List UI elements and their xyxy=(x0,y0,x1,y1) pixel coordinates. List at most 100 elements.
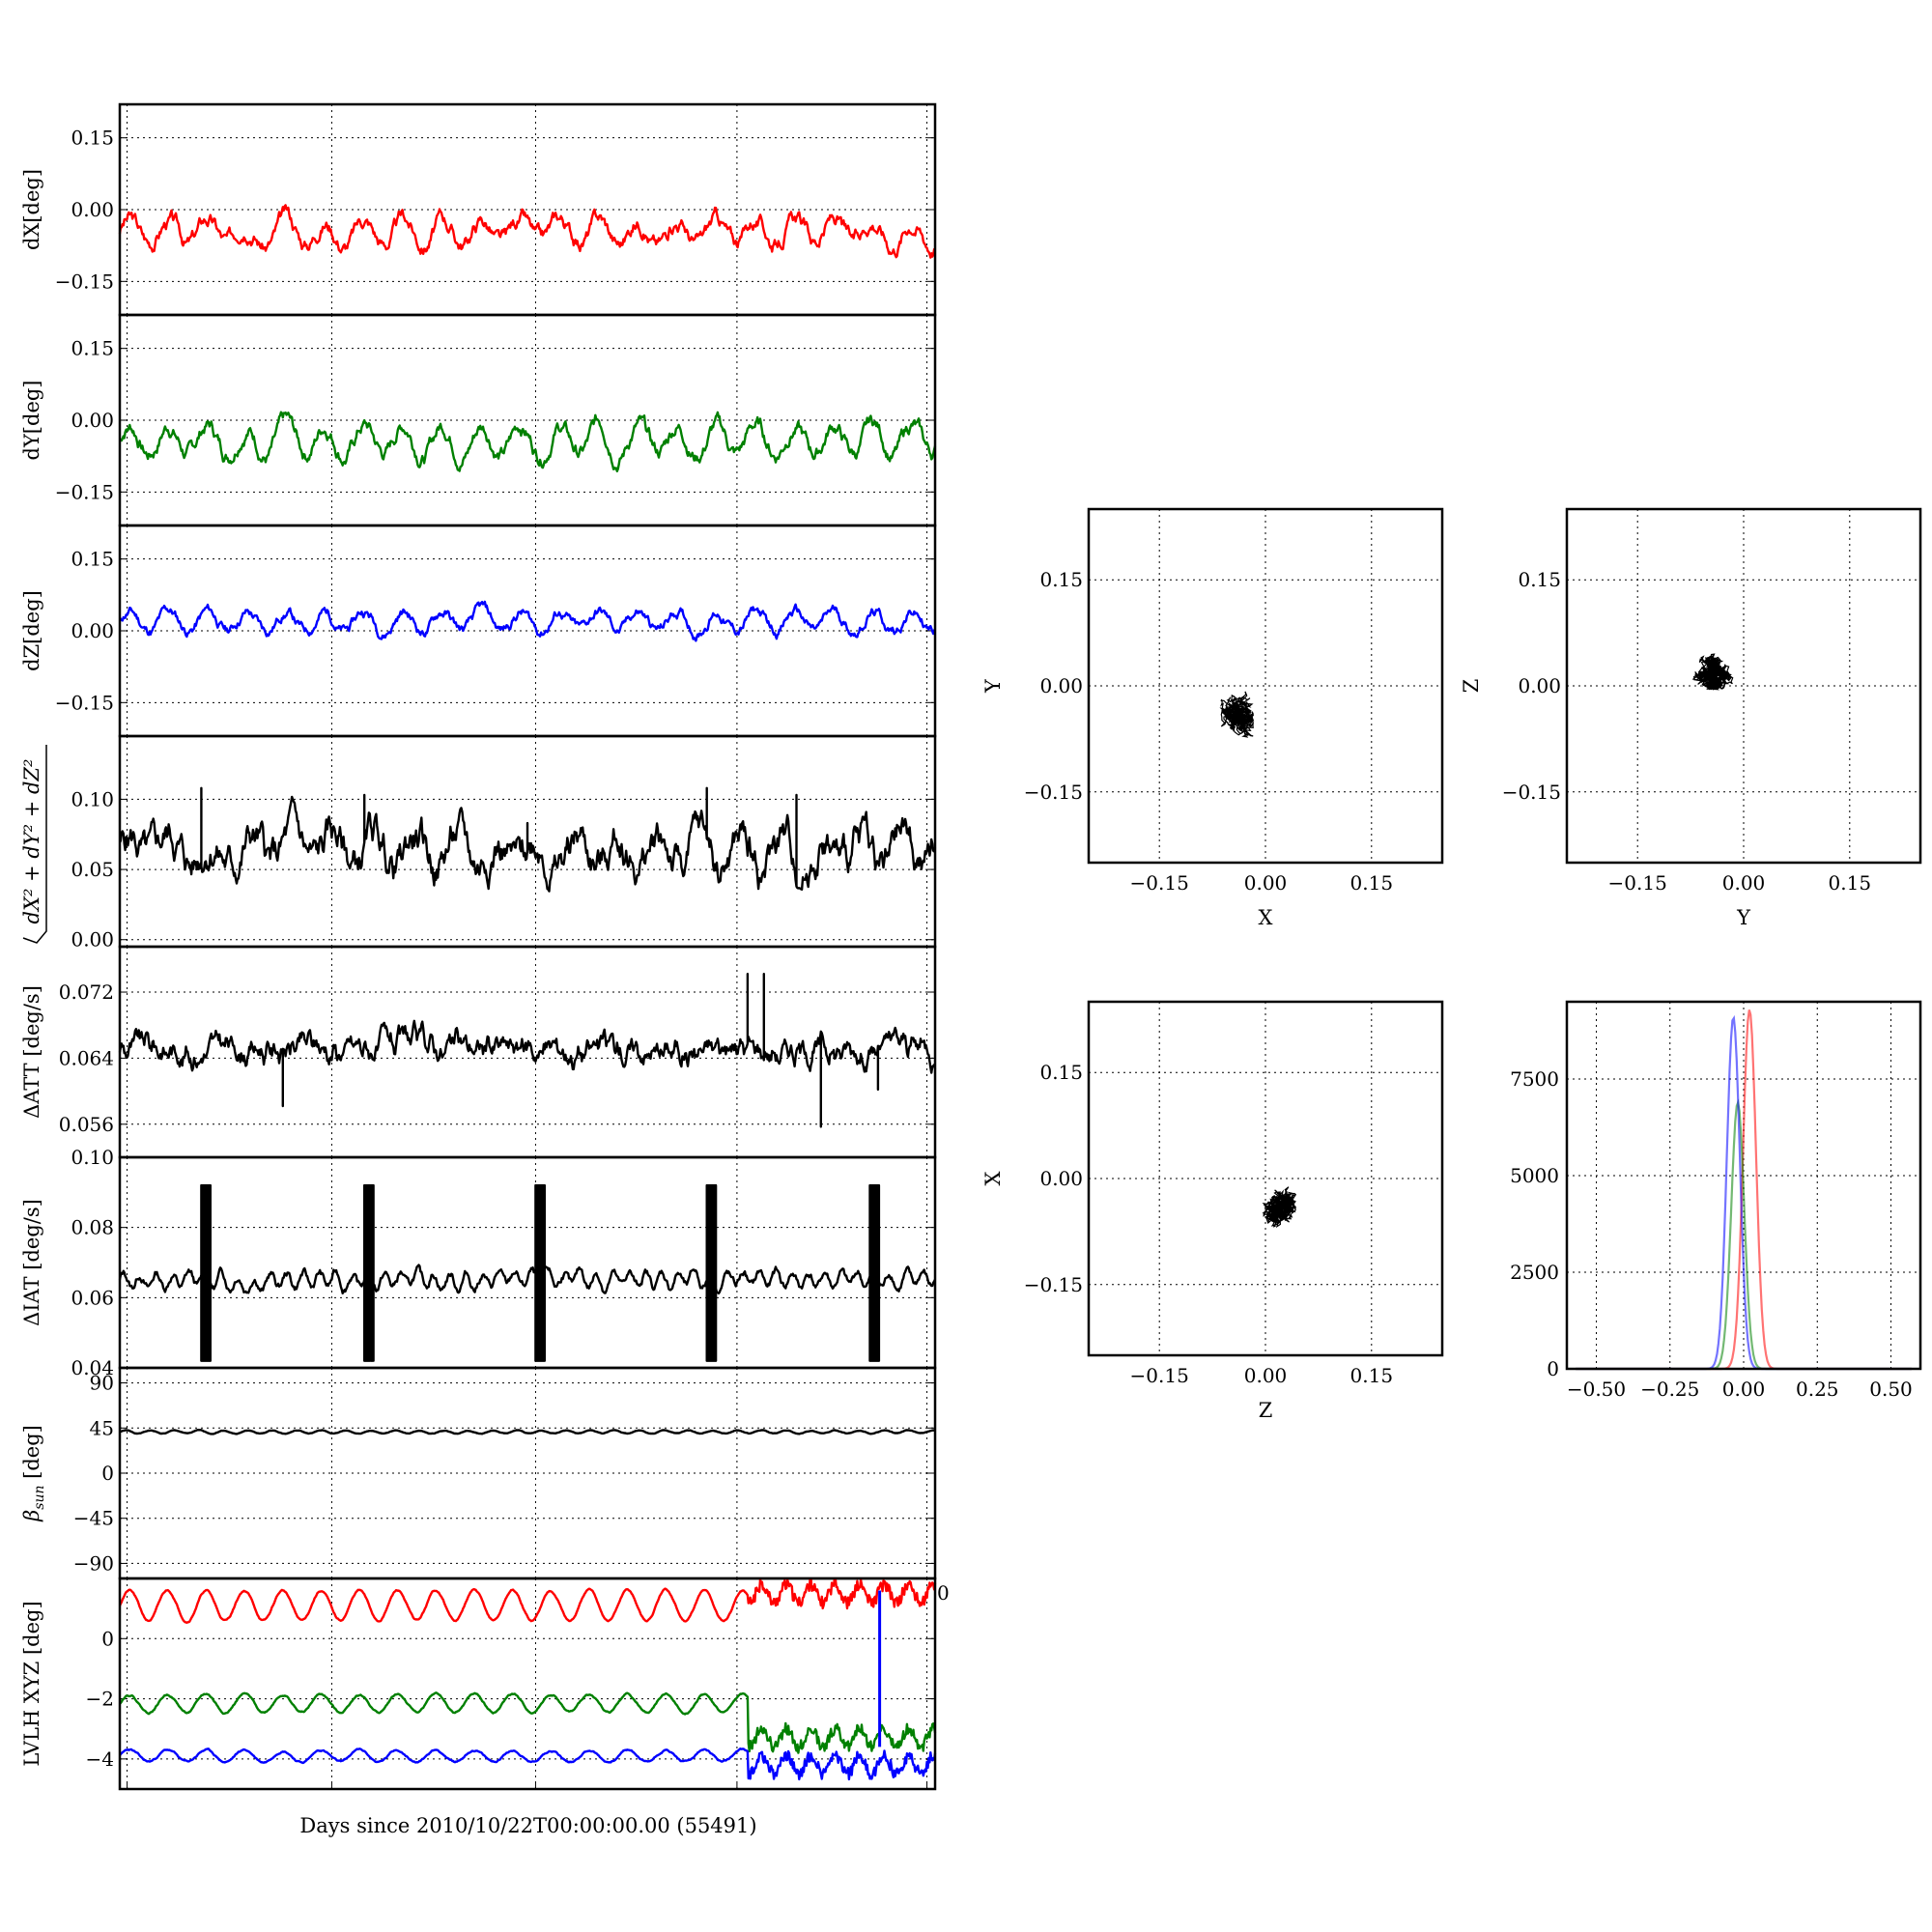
y-tick-label: 90 xyxy=(90,1372,114,1395)
extra-tick-label: 0 xyxy=(937,1581,950,1605)
panel-dx: −0.15 0.00 0.15 dX[deg] xyxy=(20,102,937,317)
y-tick-label: 0.064 xyxy=(59,1046,114,1069)
panel-frame xyxy=(1565,1000,1922,1371)
series-line-att-0 xyxy=(118,973,937,1128)
x-tick-label: −0.25 xyxy=(1640,1378,1699,1401)
x-tick-label: −0.15 xyxy=(1130,1364,1189,1387)
x-tick-label: 0.00 xyxy=(1244,871,1288,895)
y-tick-label: 0.00 xyxy=(1518,674,1561,697)
y-tick-label: 7500 xyxy=(1510,1067,1559,1091)
panel-dz: −0.15 0.00 0.15 dZ[deg] xyxy=(20,524,937,738)
y-tick-label: −0.15 xyxy=(55,480,114,503)
panel-frame xyxy=(118,1155,937,1370)
y-axis-label: βsun [deg] xyxy=(20,1425,47,1522)
y-axis-label: Z xyxy=(1460,679,1483,694)
y-tick-label: 5000 xyxy=(1510,1164,1559,1187)
y-tick-label: 0.06 xyxy=(71,1286,114,1309)
series-line-lvlh-0 xyxy=(118,1577,937,1624)
y-tick-label: −2 xyxy=(86,1688,114,1711)
y-tick-label: 0.15 xyxy=(71,127,114,150)
scatter-panel-yz: −0.15 −0.15 0.00 0.00 0.15 0.15 Y Z xyxy=(1460,507,1922,929)
scatter-trace-zx xyxy=(1262,1186,1297,1229)
histogram-panel: −0.50 −0.25 0.00 0.25 0.50 0 2500 5000 7500 xyxy=(1510,1000,1922,1401)
panel-att: 0.056 0.064 0.072 ΔATT [deg/s] xyxy=(20,945,937,1159)
panel-frame xyxy=(1565,507,1922,865)
scatter-and-histogram-panels: −0.15 −0.15 0.00 0.00 0.15 0.15 X Y −0.15 −0.15 0.… xyxy=(981,507,1922,1422)
y-tick-label: 45 xyxy=(90,1416,114,1439)
time-axis-label: Days since 2010/10/22T00:00:00.00 (55491… xyxy=(299,1814,756,1837)
y-tick-label: −0.15 xyxy=(1024,1273,1083,1296)
y-axis-label: dX[deg] xyxy=(20,169,43,250)
y-tick-label: 0.00 xyxy=(1039,674,1083,697)
y-axis-label: ΔATT [deg/s] xyxy=(20,985,43,1119)
y-tick-label: 0 xyxy=(101,1462,114,1485)
y-tick-label: 0 xyxy=(101,1627,114,1650)
series-line-tot-0 xyxy=(118,786,937,893)
y-tick-label: 0.056 xyxy=(59,1113,114,1136)
y-tick-label: 0.00 xyxy=(71,928,114,952)
x-tick-label: 0.00 xyxy=(1722,871,1766,895)
y-tick-label: 0.00 xyxy=(71,409,114,432)
y-tick-label: 0.15 xyxy=(71,337,114,360)
y-tick-label: −0.15 xyxy=(1024,781,1083,804)
panel-beta: −90 −45 0 45 90 βsun [deg] xyxy=(20,1366,937,1580)
y-axis-label: ΔIAT [deg/s] xyxy=(20,1199,43,1326)
y-tick-label: −0.15 xyxy=(1502,781,1561,804)
panel-tot: 0.00 0.05 0.10 dX² + dY² + dZ² xyxy=(20,734,937,952)
x-tick-label: 0.15 xyxy=(1350,871,1394,895)
time-series-panels: −0.15 0.00 0.15 dX[deg] −0.15 0.00 0.15 dY[deg]… xyxy=(20,102,950,1791)
y-axis-label: LVLH XYZ [deg] xyxy=(20,1601,43,1766)
series-line-dx-0 xyxy=(118,204,936,259)
panel-dy: −0.15 0.00 0.15 dY[deg] xyxy=(20,313,937,527)
y-axis-label: Y xyxy=(981,678,1005,694)
scatter-trace-xy xyxy=(1219,691,1255,738)
y-tick-label: 0.15 xyxy=(71,548,114,571)
x-axis-label: Y xyxy=(1736,906,1751,929)
y-tick-label: −4 xyxy=(86,1747,114,1771)
panel-iat: 0.04 0.06 0.08 0.10 ΔIAT [deg/s] xyxy=(20,1146,937,1379)
y-axis-label: dX² + dY² + dZ² xyxy=(20,759,43,924)
y-tick-label: 0.04 xyxy=(71,1356,114,1379)
y-tick-label: 2500 xyxy=(1510,1261,1559,1284)
y-tick-label: −0.15 xyxy=(55,270,114,293)
y-tick-label: 0.072 xyxy=(59,980,114,1004)
x-tick-label: 0.00 xyxy=(1722,1378,1766,1401)
x-tick-label: −0.15 xyxy=(1130,871,1189,895)
y-axis-label: X xyxy=(981,1171,1005,1185)
scatter-panel-zx: −0.15 −0.15 0.00 0.00 0.15 0.15 Z X xyxy=(981,1000,1444,1422)
panel-frame xyxy=(118,1577,937,1791)
y-tick-label: 0.15 xyxy=(1039,568,1083,591)
x-tick-label: 0.00 xyxy=(1244,1364,1288,1387)
series-line-lvlh-1 xyxy=(119,1691,937,1754)
x-axis-label: X xyxy=(1259,906,1273,929)
x-axis-label: Z xyxy=(1259,1399,1273,1422)
x-tick-label: 0.15 xyxy=(1350,1364,1394,1387)
y-tick-label: 0.00 xyxy=(71,198,114,221)
x-tick-label: 0.25 xyxy=(1796,1378,1839,1401)
panel-lvlh: −4 −2 0 0 LVLH XYZ [deg] xyxy=(20,1577,950,1791)
scatter-trace-yz xyxy=(1691,653,1734,691)
panel-frame xyxy=(1087,1000,1444,1357)
y-tick-label: 0.15 xyxy=(1039,1061,1083,1084)
y-tick-label: −45 xyxy=(73,1507,114,1530)
panel-frame xyxy=(1087,507,1444,865)
y-tick-label: 0.00 xyxy=(1039,1167,1083,1190)
series-line-iat-0 xyxy=(118,1183,937,1362)
y-tick-label: 0.10 xyxy=(71,787,114,810)
x-tick-label: −0.15 xyxy=(1608,871,1667,895)
y-tick-label: 0.00 xyxy=(71,619,114,642)
sqrt-symbol xyxy=(22,745,47,944)
y-tick-label: 0.05 xyxy=(71,858,114,881)
series-line-dy-0 xyxy=(118,411,937,472)
x-tick-label: 0.15 xyxy=(1829,871,1872,895)
y-axis-label: dZ[deg] xyxy=(20,590,43,671)
series-line-dz-0 xyxy=(119,600,936,642)
series-line-beta-0 xyxy=(119,1429,936,1435)
y-tick-label: −90 xyxy=(73,1551,114,1575)
x-tick-label: −0.50 xyxy=(1567,1378,1626,1401)
y-tick-label: 0 xyxy=(1547,1357,1559,1380)
y-tick-label: 0.15 xyxy=(1518,568,1561,591)
y-tick-label: 0.10 xyxy=(71,1146,114,1169)
y-tick-label: −0.15 xyxy=(55,691,114,714)
